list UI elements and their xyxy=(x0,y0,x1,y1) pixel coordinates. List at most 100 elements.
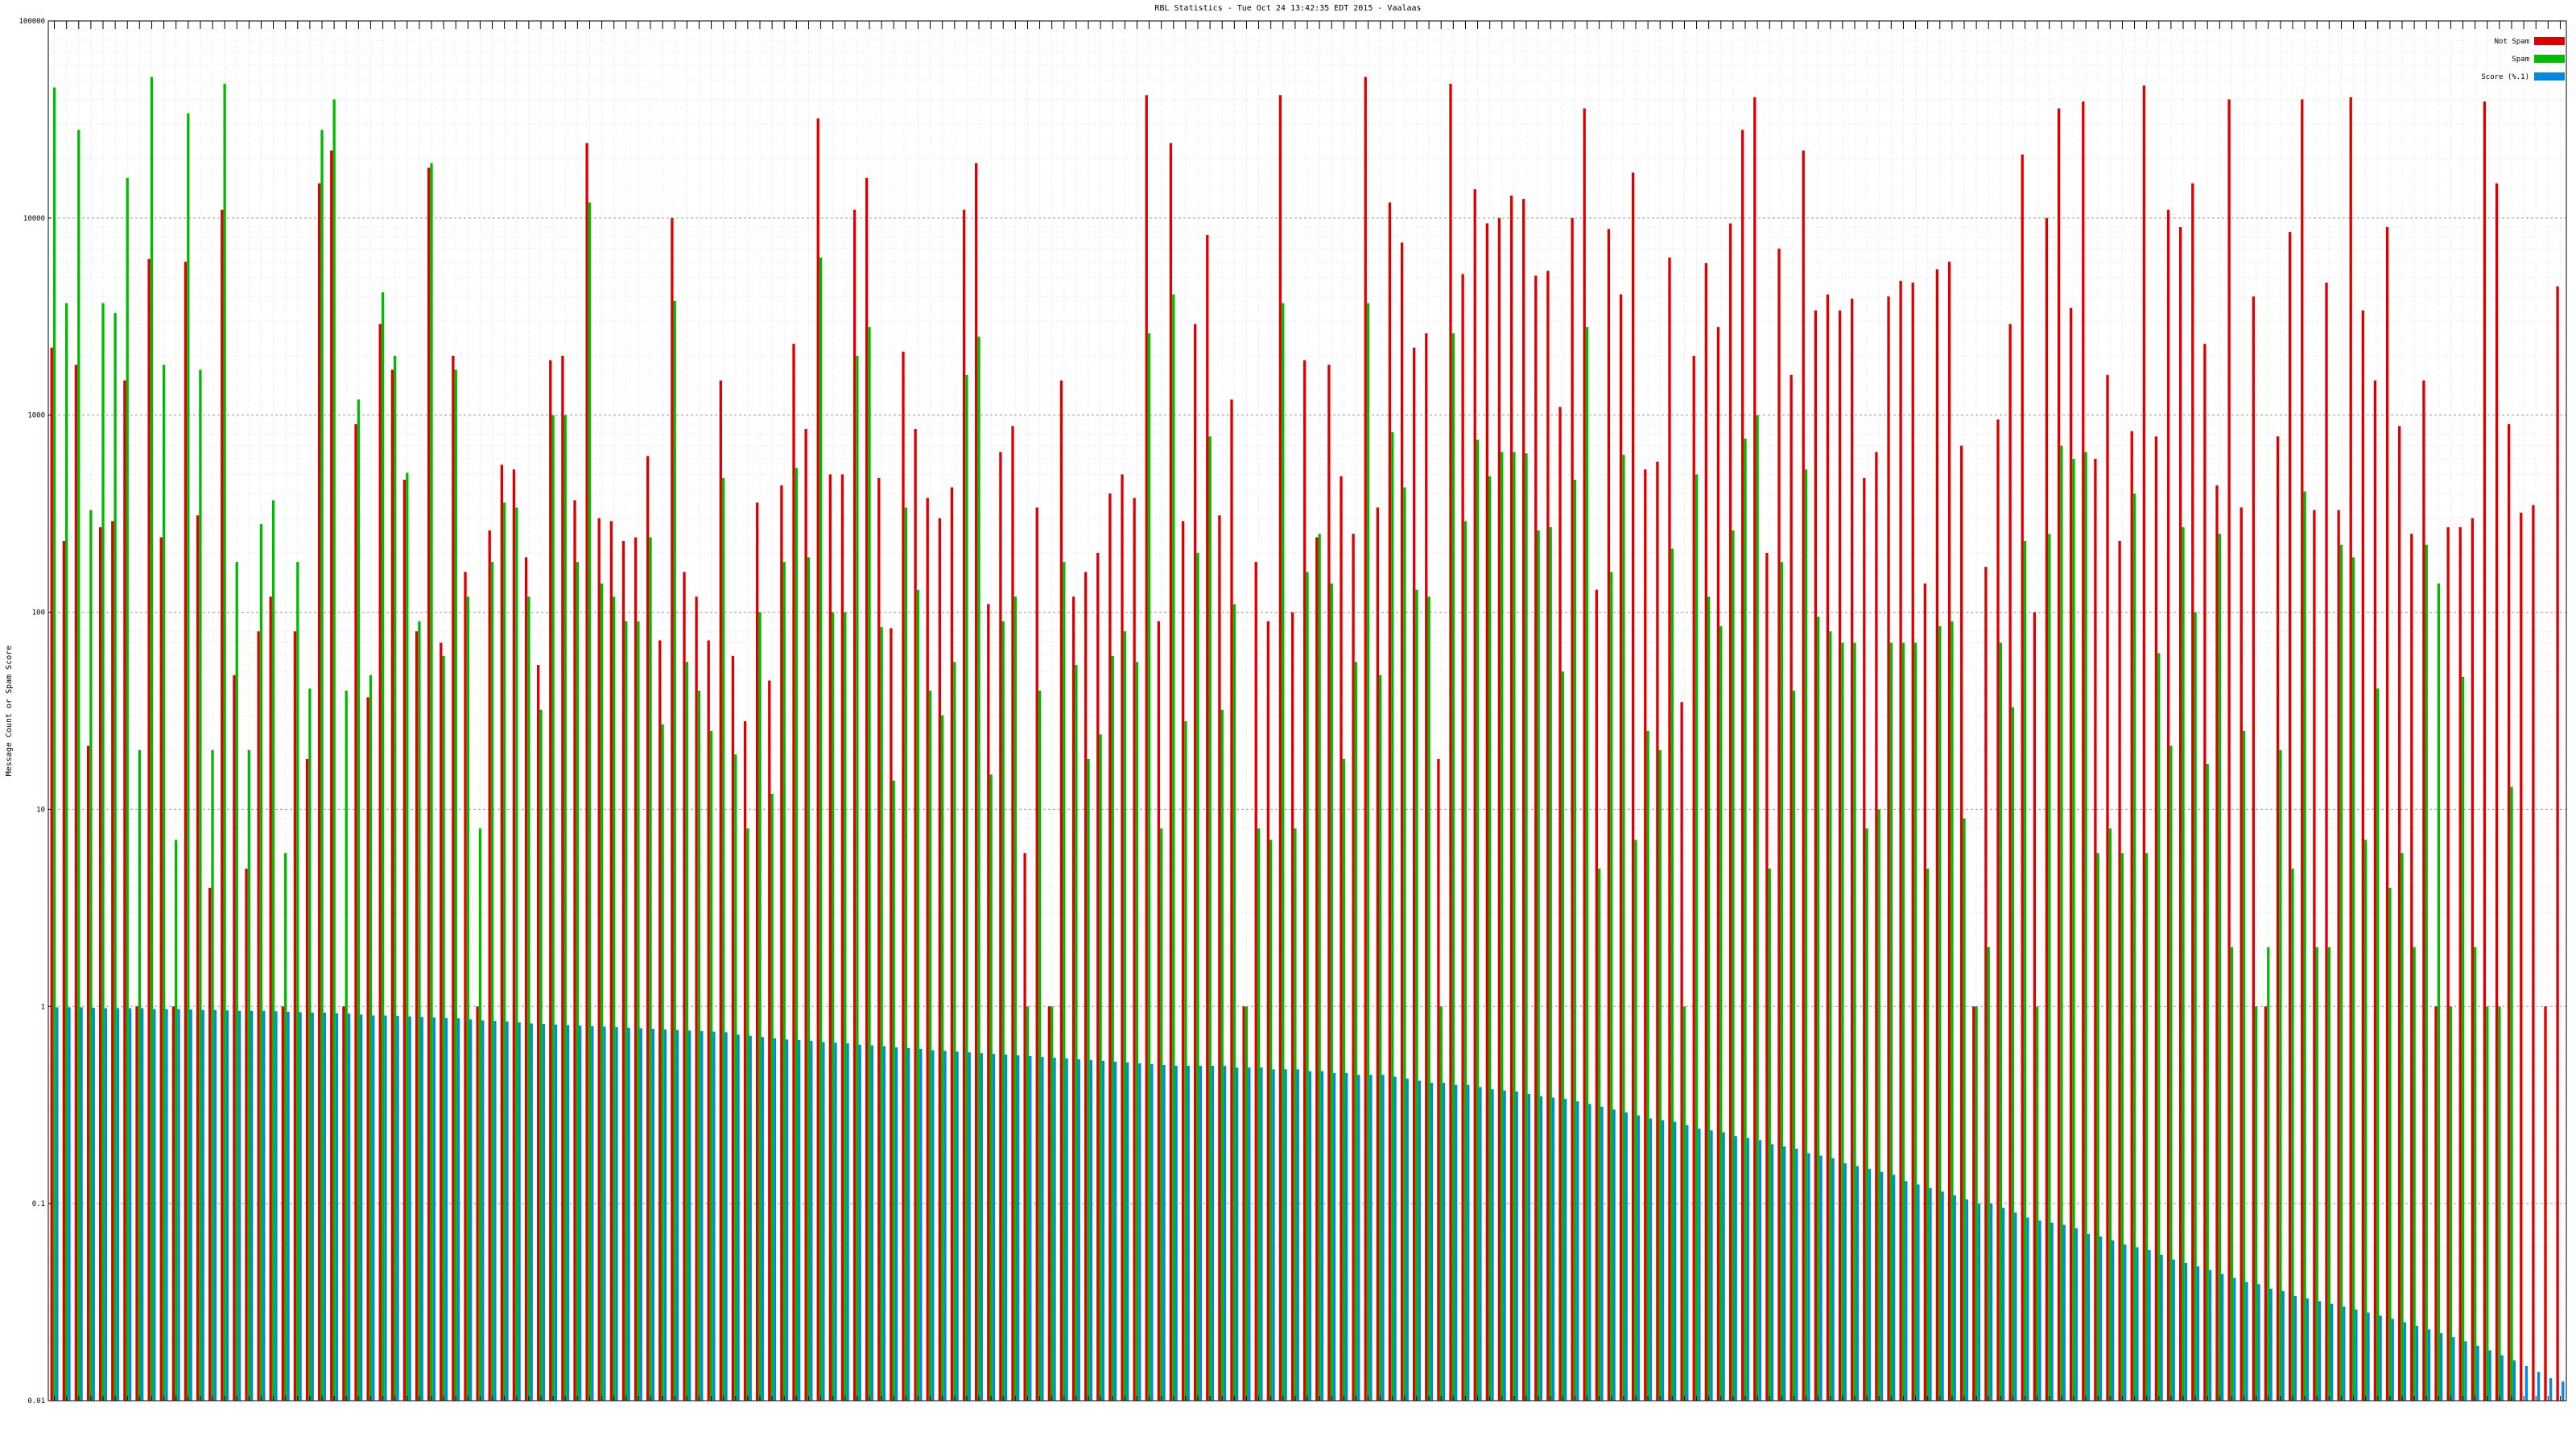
bar-spam xyxy=(187,113,190,1401)
bar-spam xyxy=(1391,431,1394,1401)
bar-score xyxy=(1430,1083,1434,1401)
bar-not-spam xyxy=(2556,286,2559,1401)
bar-not-spam xyxy=(305,758,309,1401)
y-tick-label: 10 xyxy=(36,806,45,814)
bar-spam xyxy=(1573,480,1577,1401)
bar-spam xyxy=(649,537,652,1401)
bar-spam xyxy=(928,691,932,1401)
bar-score xyxy=(1053,1057,1056,1401)
bar-spam xyxy=(1184,720,1187,1401)
bar-spam xyxy=(2388,887,2392,1401)
bar-not-spam xyxy=(378,324,382,1401)
bar-not-spam xyxy=(1425,333,1428,1401)
bar-spam xyxy=(1463,521,1468,1401)
bar-score xyxy=(1308,1071,1311,1401)
bar-not-spam xyxy=(950,487,954,1401)
bar-score xyxy=(1320,1071,1324,1401)
bar-score xyxy=(1905,1181,1908,1401)
bar-score xyxy=(2124,1244,2127,1401)
bar-not-spam xyxy=(1558,407,1562,1401)
bar-not-spam xyxy=(440,642,443,1401)
bar-spam xyxy=(1342,758,1345,1401)
bar-not-spam xyxy=(914,429,917,1401)
bar-spam xyxy=(819,257,823,1401)
bar-score xyxy=(2002,1207,2005,1401)
bar-score xyxy=(116,1008,120,1401)
bar-spam xyxy=(1501,452,1504,1401)
bar-score xyxy=(1272,1069,1275,1401)
bar-score xyxy=(785,1039,789,1401)
bar-not-spam xyxy=(1315,537,1319,1401)
bar-spam xyxy=(1670,548,1674,1401)
bar-score xyxy=(1965,1199,1968,1401)
bar-score xyxy=(2440,1333,2443,1401)
bar-not-spam xyxy=(1972,1006,1975,1401)
bar-spam xyxy=(1306,572,1309,1401)
bar-score xyxy=(1831,1158,1835,1401)
bar-not-spam xyxy=(1887,296,1890,1401)
bar-score xyxy=(1795,1148,1798,1401)
legend-swatch-score xyxy=(2534,72,2565,80)
bar-spam xyxy=(1877,809,1880,1401)
bar-score xyxy=(2562,1381,2565,1401)
bar-score xyxy=(1491,1089,1494,1401)
bar-score xyxy=(1807,1153,1810,1401)
bar-spam xyxy=(758,612,762,1401)
bar-score xyxy=(68,1007,71,1401)
bar-spam xyxy=(709,730,713,1401)
bar-score xyxy=(1770,1144,1774,1401)
bar-score xyxy=(2427,1329,2431,1401)
bar-not-spam xyxy=(1108,493,1112,1401)
bar-score xyxy=(1953,1195,1956,1401)
bar-not-spam xyxy=(2313,510,2316,1401)
bar-spam xyxy=(2425,544,2428,1401)
bar-spam xyxy=(2376,688,2380,1401)
bar-spam xyxy=(637,621,640,1401)
bar-score xyxy=(1004,1055,1008,1401)
bar-score xyxy=(2160,1254,2163,1401)
bar-not-spam xyxy=(99,526,102,1401)
bar-not-spam xyxy=(2446,526,2450,1401)
bar-not-spam xyxy=(1765,552,1769,1401)
bar-score xyxy=(299,1012,302,1401)
bar-not-spam xyxy=(719,380,722,1401)
bar-not-spam xyxy=(999,452,1002,1401)
bar-spam xyxy=(1853,642,1856,1401)
bar-score xyxy=(737,1034,740,1401)
bar-not-spam xyxy=(1327,365,1331,1401)
bar-score xyxy=(2062,1224,2066,1401)
bar-spam xyxy=(442,655,445,1401)
bar-spam xyxy=(1051,1006,1054,1401)
bar-score xyxy=(2196,1266,2200,1401)
bar-not-spam xyxy=(1023,852,1026,1401)
bar-score xyxy=(1150,1063,1154,1401)
bar-spam xyxy=(1865,828,1868,1401)
bar-score xyxy=(408,1016,411,1401)
bar-not-spam xyxy=(2215,485,2219,1401)
bar-not-spam xyxy=(1863,477,1866,1401)
bar-score xyxy=(1284,1069,1287,1401)
bar-not-spam xyxy=(2191,183,2194,1401)
bar-not-spam xyxy=(2264,1006,2268,1401)
bar-score xyxy=(2415,1325,2419,1401)
bar-score xyxy=(250,1010,254,1401)
bar-spam xyxy=(1427,596,1430,1401)
bar-score xyxy=(1600,1106,1604,1401)
bar-score xyxy=(554,1024,558,1401)
bar-not-spam xyxy=(1716,327,1720,1401)
bar-score xyxy=(80,1007,83,1401)
legend-swatch-not-spam xyxy=(2534,37,2565,45)
bar-not-spam xyxy=(1826,294,1830,1401)
bar-not-spam xyxy=(342,1006,345,1401)
bar-spam xyxy=(770,794,774,1401)
bar-spam xyxy=(2157,653,2161,1401)
bar-score xyxy=(177,1009,180,1401)
bar-score xyxy=(2293,1295,2297,1401)
bar-not-spam xyxy=(1704,262,1707,1401)
bar-score xyxy=(1551,1097,1555,1401)
bar-score xyxy=(1236,1067,1239,1401)
bar-spam xyxy=(271,500,275,1401)
bar-not-spam xyxy=(2142,85,2145,1401)
bar-not-spam xyxy=(1473,189,1476,1401)
bar-score xyxy=(2245,1282,2248,1401)
